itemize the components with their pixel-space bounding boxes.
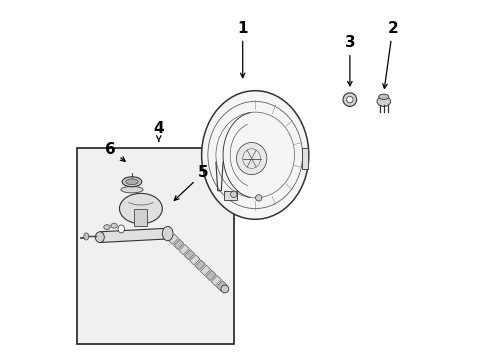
Polygon shape [200, 265, 210, 275]
Polygon shape [184, 249, 194, 260]
Polygon shape [173, 239, 183, 249]
Ellipse shape [162, 226, 173, 241]
Bar [77, 148, 233, 344]
Ellipse shape [378, 94, 388, 99]
Polygon shape [211, 275, 221, 286]
Polygon shape [168, 234, 178, 244]
Ellipse shape [343, 93, 356, 107]
Text: 1: 1 [237, 21, 247, 78]
Ellipse shape [346, 96, 352, 103]
Text: 4: 4 [153, 121, 164, 141]
Ellipse shape [255, 195, 262, 201]
Polygon shape [195, 260, 205, 270]
Text: 3: 3 [344, 35, 354, 86]
Ellipse shape [122, 177, 142, 187]
Ellipse shape [201, 91, 308, 219]
Ellipse shape [121, 186, 143, 193]
Bar [224, 191, 236, 200]
Ellipse shape [95, 232, 104, 243]
Bar [301, 148, 307, 169]
Ellipse shape [119, 193, 162, 224]
Ellipse shape [125, 179, 138, 185]
Ellipse shape [118, 225, 124, 233]
Text: 2: 2 [382, 21, 397, 88]
Bar [134, 208, 147, 226]
Ellipse shape [236, 143, 266, 175]
Text: 5: 5 [174, 165, 208, 201]
Polygon shape [205, 270, 216, 281]
Ellipse shape [376, 96, 390, 107]
Ellipse shape [221, 285, 228, 293]
Polygon shape [100, 228, 167, 243]
Polygon shape [216, 281, 226, 291]
Ellipse shape [103, 225, 110, 230]
Ellipse shape [111, 223, 117, 228]
Polygon shape [189, 255, 200, 265]
Ellipse shape [230, 191, 237, 198]
Ellipse shape [83, 233, 88, 240]
Polygon shape [179, 244, 189, 255]
Text: 6: 6 [105, 142, 125, 161]
